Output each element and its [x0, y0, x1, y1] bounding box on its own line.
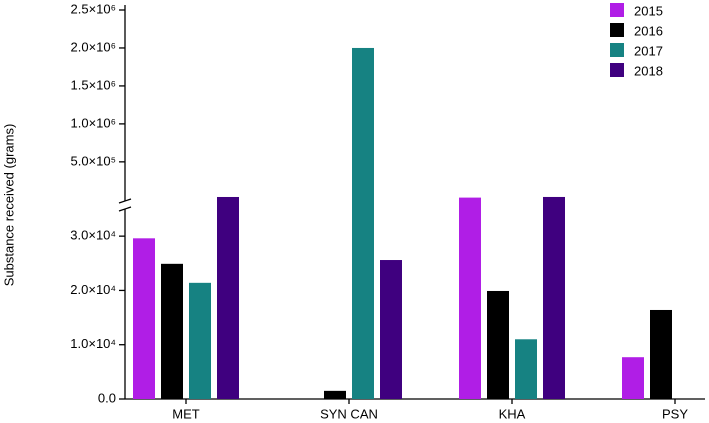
bar [650, 309, 672, 399]
y-tick-label: 0.0 [98, 390, 116, 405]
bar [543, 196, 565, 399]
bar [380, 260, 402, 399]
x-tick-label: SYN CAN [320, 406, 378, 421]
y-tick-label: 2.0×10⁴ [70, 282, 116, 297]
bar [515, 339, 537, 399]
bar [352, 47, 374, 400]
bar [622, 357, 644, 399]
legend-label: 2015 [634, 3, 663, 18]
y-axis-label: Substance received (grams) [1, 124, 16, 287]
x-tick-label: PSY [662, 406, 688, 421]
y-tick-label: 1.0×10⁶ [71, 115, 116, 130]
y-tick-label: 1.0×10⁴ [70, 336, 116, 351]
y-tick-label: 5.0×10⁵ [70, 153, 116, 168]
legend-swatch [610, 63, 624, 77]
legend-label: 2016 [634, 23, 663, 38]
y-tick-label: 1.5×10⁶ [71, 77, 116, 92]
bar [133, 238, 155, 399]
bar [161, 263, 183, 399]
legend-swatch [610, 23, 624, 37]
bar [459, 197, 481, 399]
x-tick-label: MET [172, 406, 200, 421]
y-tick-label: 2.0×10⁶ [71, 39, 116, 54]
bar [324, 390, 346, 399]
x-tick-label: KHA [499, 406, 526, 421]
legend-swatch [610, 43, 624, 57]
legend-label: 2017 [634, 43, 663, 58]
bar [217, 196, 239, 399]
bar [189, 282, 211, 399]
bar [487, 290, 509, 399]
axis-break [118, 198, 132, 204]
legend-label: 2018 [634, 63, 663, 78]
y-tick-label: 3.0×10⁴ [70, 228, 116, 243]
legend-swatch [610, 3, 624, 17]
axis-break [118, 206, 132, 212]
y-tick-label: 2.5×10⁶ [71, 1, 116, 16]
